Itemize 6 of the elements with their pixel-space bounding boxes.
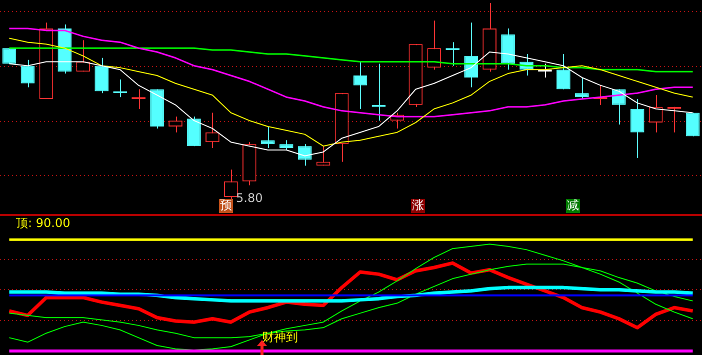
annotation: 5.80: [236, 191, 263, 206]
text: 顶: 90.00: [16, 216, 70, 230]
annotation: 预: [220, 198, 232, 212]
annotation: 减: [567, 198, 579, 212]
annotation: 财神到: [262, 330, 298, 344]
annotation: 涨: [412, 198, 424, 212]
